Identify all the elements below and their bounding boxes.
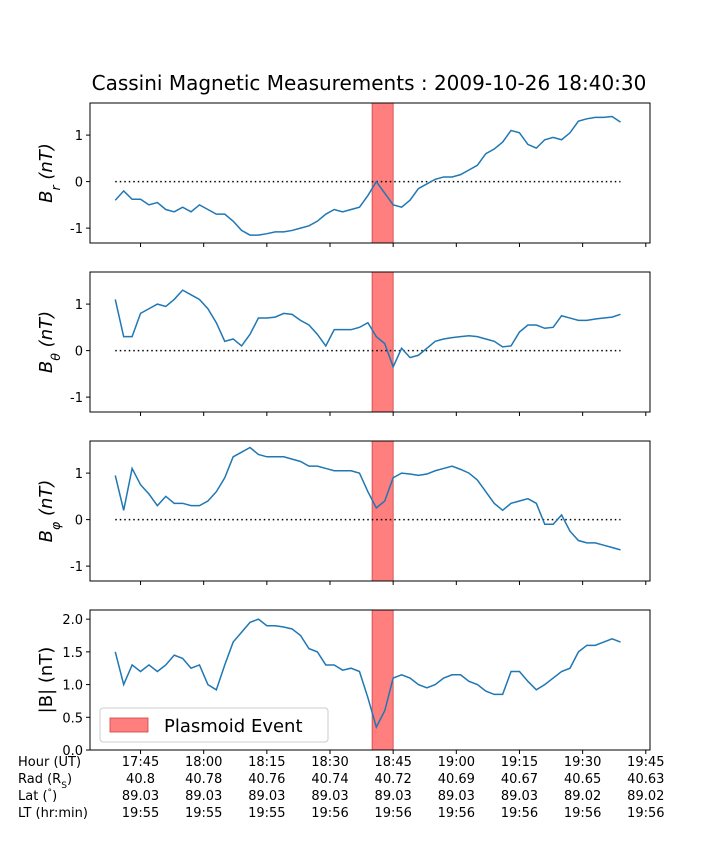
row-label: Rad (RS) xyxy=(18,772,72,791)
x-tick-label: 18:45 xyxy=(374,755,411,770)
label-part: Hour (UT) xyxy=(18,755,81,770)
legend-box xyxy=(99,707,329,743)
table-cell: 89.03 xyxy=(122,789,159,804)
table-cell: 19:55 xyxy=(122,806,159,821)
y-tick-label: 1.5 xyxy=(62,646,83,661)
y-tick-label: -1 xyxy=(70,560,83,575)
x-tick-label: 18:30 xyxy=(311,755,348,770)
table-cell: 40.72 xyxy=(375,772,412,787)
x-tick-label: 17:45 xyxy=(122,755,159,770)
y-tick-label: -1 xyxy=(70,391,83,406)
table-cell: 19:56 xyxy=(564,806,601,821)
y-axis-label: Br (nT) xyxy=(36,143,63,203)
table-cell: 40.67 xyxy=(501,772,538,787)
x-tick-label: 19:45 xyxy=(627,755,664,770)
table-cell: 40.78 xyxy=(185,772,222,787)
table-cell: 19:56 xyxy=(438,806,475,821)
event-band xyxy=(371,609,394,751)
label-part: Lat ( xyxy=(18,789,48,804)
x-tick-label: 18:15 xyxy=(248,755,285,770)
legend-swatch xyxy=(109,717,149,733)
y-tick-label: 2.0 xyxy=(62,613,83,628)
row-label: LT (hr:min) xyxy=(18,806,88,821)
x-tick-label: 19:30 xyxy=(564,755,601,770)
table-cell: 89.03 xyxy=(501,789,538,804)
table-cell: 40.8 xyxy=(126,772,155,787)
table-cell: 89.03 xyxy=(311,789,348,804)
label-part: B xyxy=(36,191,57,203)
label-part: Rad (R xyxy=(18,772,61,787)
y-axis-label: Bφ (nT) xyxy=(36,480,63,543)
table-cell: 40.65 xyxy=(564,772,601,787)
label-part: ° xyxy=(48,788,53,798)
label-part: LT (hr:min) xyxy=(18,806,88,821)
table-cell: 89.03 xyxy=(185,789,222,804)
label-part: |B| (nT) xyxy=(36,647,57,714)
table-cell: 19:55 xyxy=(185,806,222,821)
plot-frame xyxy=(89,609,651,751)
data-line xyxy=(114,618,621,730)
x-tick-label: 19:15 xyxy=(501,755,538,770)
table-cell: 40.74 xyxy=(311,772,348,787)
label-part: (nT) xyxy=(36,480,57,522)
x-tick-label: 18:00 xyxy=(185,755,222,770)
table-cell: 89.03 xyxy=(248,789,285,804)
y-axis-label: Bθ (nT) xyxy=(36,311,63,373)
label-part: (nT) xyxy=(36,143,57,185)
table-cell: 40.69 xyxy=(438,772,475,787)
event-band xyxy=(371,440,394,582)
label-part: B xyxy=(36,530,57,542)
y-tick-label: 1.0 xyxy=(62,679,83,694)
table-cell: 19:56 xyxy=(311,806,348,821)
legend-label: Plasmoid Event xyxy=(164,716,303,737)
label-part: (nT) xyxy=(36,311,57,353)
table-cell: 89.03 xyxy=(438,789,475,804)
y-axis-label: |B| (nT) xyxy=(36,647,57,714)
table-cell: 89.02 xyxy=(564,789,601,804)
y-tick-label: 0 xyxy=(75,345,83,360)
label-part: ) xyxy=(67,772,72,787)
table-cell: 19:56 xyxy=(501,806,538,821)
y-tick-label: 1 xyxy=(75,129,83,144)
plot-frame xyxy=(89,440,651,582)
y-tick-label: 0 xyxy=(75,514,83,529)
x-tick-label: 19:00 xyxy=(438,755,475,770)
plot-frame xyxy=(89,102,651,244)
legend: Plasmoid Event xyxy=(99,707,329,743)
y-tick-label: 1 xyxy=(75,298,83,313)
y-tick-label: -1 xyxy=(70,222,83,237)
table-cell: 19:55 xyxy=(248,806,285,821)
table-cell: 89.03 xyxy=(375,789,412,804)
y-tick-label: 1 xyxy=(75,467,83,482)
row-label: Hour (UT) xyxy=(18,755,81,770)
table-cell: 40.76 xyxy=(248,772,285,787)
chart-title: Cassini Magnetic Measurements : 2009-10-… xyxy=(92,71,647,95)
y-tick-label: 0.0 xyxy=(62,744,83,759)
data-line xyxy=(114,115,621,236)
plot-frame xyxy=(89,271,651,413)
label-part: r xyxy=(48,185,63,191)
label-part: ) xyxy=(52,789,57,804)
row-label: Lat (°) xyxy=(18,788,57,804)
table-cell: 89.02 xyxy=(627,789,664,804)
data-line xyxy=(114,289,621,369)
table-cell: 19:56 xyxy=(627,806,664,821)
label-part: B xyxy=(36,361,57,373)
y-tick-label: 0.5 xyxy=(62,711,83,726)
label-part: S xyxy=(61,781,67,791)
table-cell: 19:56 xyxy=(374,806,411,821)
data-line xyxy=(114,446,621,551)
y-tick-label: 0 xyxy=(75,176,83,191)
label-part: θ xyxy=(48,353,63,361)
label-part: φ xyxy=(48,521,63,530)
table-cell: 40.63 xyxy=(627,772,664,787)
event-band xyxy=(371,102,394,244)
